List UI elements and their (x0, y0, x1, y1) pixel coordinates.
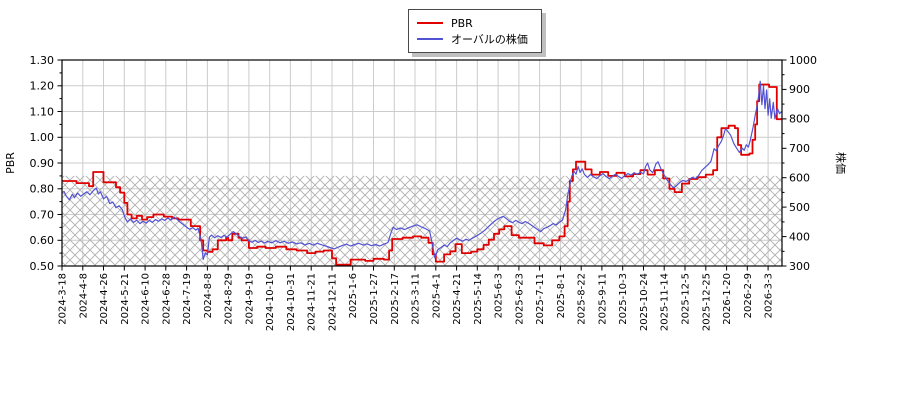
legend-label-stock-price: オーバルの株価 (451, 32, 528, 46)
y-right-tick-label: 900 (789, 83, 810, 96)
x-tick-label: 2025-4-1 (431, 273, 442, 318)
x-tick-label: 2025-9-11 (597, 273, 608, 325)
x-tick-label: 2026-3-3 (764, 273, 775, 318)
x-tick-label: 2024-4-8 (78, 273, 89, 318)
x-tick-labels: 2024-3-18 2024-4-8 2024-4-26 2024-5-21 2024-… (58, 273, 775, 331)
x-tick-label: 2025-11-14 (660, 273, 671, 331)
x-tick-label: 2024-5-21 (120, 273, 131, 325)
y-right-tick-label: 700 (789, 142, 810, 155)
hatch-band (62, 175, 782, 266)
x-tick-label: 2026-2-9 (743, 273, 754, 318)
y-left-tick-label: 0.90 (30, 157, 55, 170)
y-right-tick-label: 800 (789, 113, 810, 126)
y-left-tick-label: 1.10 (30, 105, 55, 118)
chart-legend: PBR オーバルの株価 (408, 9, 542, 53)
x-tick-label: 2024-11-21 (307, 273, 318, 331)
x-tick-label: 2024-8-8 (203, 273, 214, 318)
x-tick-label: 2025-3-11 (411, 273, 422, 325)
y-right-tick-label: 1000 (789, 54, 817, 67)
x-tick-label: 2025-8-1 (556, 273, 567, 318)
stock-price-line (62, 80, 782, 261)
legend-item-stock-price: オーバルの株価 (417, 31, 533, 47)
y-right-tick-label: 300 (789, 260, 810, 273)
x-tick-label: 2024-7-19 (182, 273, 193, 325)
x-tick-label: 2024-3-18 (58, 273, 69, 325)
x-tick-label: 2024-10-10 (265, 273, 276, 331)
y-left-tick-label: 0.70 (30, 208, 55, 221)
x-tick-label: 2025-4-21 (452, 273, 463, 325)
x-tick-label: 2025-12-25 (701, 273, 712, 331)
y-left-tick-label: 0.60 (30, 234, 55, 247)
x-tick-label: 2024-12-11 (328, 273, 339, 331)
x-tick-label: 2024-6-28 (161, 273, 172, 325)
data-series (62, 80, 782, 266)
x-tick-label: 2025-7-11 (535, 273, 546, 325)
stock-price-line-swatch (417, 38, 443, 40)
y-right-tick-label: 500 (789, 201, 810, 214)
y-left-tick-label: 0.50 (30, 260, 55, 273)
y-right-tick-label: 600 (789, 172, 810, 185)
x-tick-label: 2025-6-3 (494, 273, 505, 318)
x-tick-label: 2024-10-31 (286, 273, 297, 331)
x-tick-label: 2025-12-5 (681, 273, 692, 325)
x-tick-label: 2024-4-26 (99, 273, 110, 325)
y-left-tick-label: 1.30 (30, 54, 55, 67)
legend-label-pbr: PBR (451, 16, 473, 30)
x-tick-label: 2025-2-17 (390, 273, 401, 325)
x-tick-label: 2025-5-14 (473, 273, 484, 325)
x-tick-label: 2024-9-19 (244, 273, 255, 325)
crosshatch-band (62, 175, 782, 266)
x-tick-label: 2025-10-3 (618, 273, 629, 325)
x-tick-label: 2025-10-24 (639, 273, 650, 331)
x-tick-label: 2024-8-29 (224, 273, 235, 325)
pbr-line-swatch (417, 22, 443, 24)
x-tick-label: 2025-1-27 (369, 273, 380, 325)
left-axis-title: PBR (4, 152, 17, 174)
x-tick-label: 2026-1-20 (722, 273, 733, 325)
y-left-tick-label: 1.00 (30, 131, 55, 144)
right-axis-title: 株価 (834, 152, 848, 174)
y-tick-labels: 1.30 1.20 1.10 1.00 0.90 0.80 0.70 0.60 0.50 1000… (30, 54, 818, 273)
y-left-tick-label: 0.80 (30, 183, 55, 196)
x-tick-label: 2025-1-6 (348, 273, 359, 318)
y-left-tick-label: 1.20 (30, 80, 55, 93)
x-tick-label: 2025-8-22 (577, 273, 588, 325)
y-right-tick-label: 400 (789, 230, 810, 243)
legend-item-pbr: PBR (417, 15, 533, 31)
x-tick-label: 2025-6-23 (514, 273, 525, 325)
x-tick-label: 2024-6-10 (141, 273, 152, 325)
pbr-line (62, 83, 782, 266)
axis-ticks (57, 59, 787, 271)
